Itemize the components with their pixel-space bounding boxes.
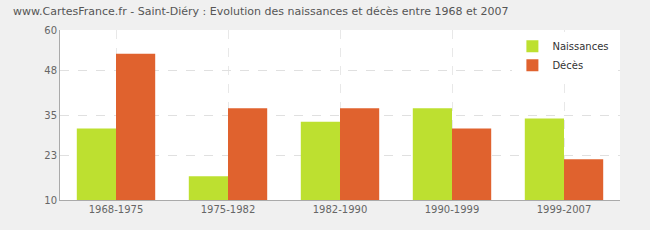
svg-text:Décès: Décès	[552, 60, 583, 71]
svg-text:Naissances: Naissances	[552, 41, 608, 52]
svg-text:48: 48	[44, 65, 57, 76]
svg-text:35: 35	[44, 110, 57, 121]
svg-text:1999-2007: 1999-2007	[537, 204, 592, 215]
svg-text:60: 60	[44, 25, 57, 36]
svg-text:www.CartesFrance.fr - Saint-Di: www.CartesFrance.fr - Saint-Diéry : Evol…	[13, 5, 509, 18]
svg-text:1990-1999: 1990-1999	[425, 204, 480, 215]
svg-text:23: 23	[44, 150, 57, 161]
svg-text:10: 10	[44, 195, 57, 206]
svg-text:1982-1990: 1982-1990	[313, 204, 368, 215]
svg-text:1968-1975: 1968-1975	[89, 204, 144, 215]
svg-text:1975-1982: 1975-1982	[201, 204, 256, 215]
